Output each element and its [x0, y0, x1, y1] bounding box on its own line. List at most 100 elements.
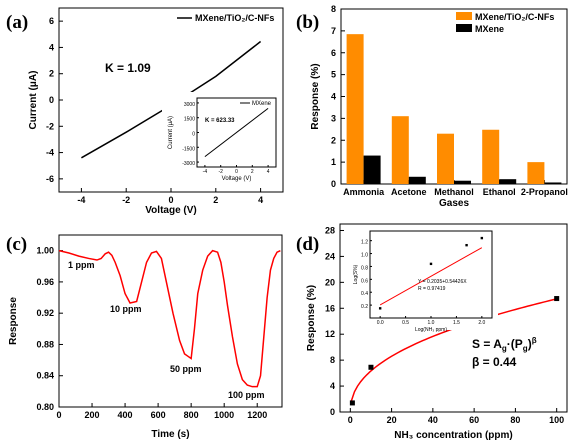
x-axis-label: NH₃ concentration (ppm)	[394, 430, 513, 441]
y-tick-label: -6	[46, 174, 54, 184]
y-tick-label: 4	[331, 92, 336, 102]
formula-part: g	[523, 344, 528, 353]
y-axis-label: Current (μA)	[28, 71, 39, 130]
formula-part: β	[532, 336, 537, 345]
y-axis-label: Current (μA)	[168, 116, 174, 149]
bar	[408, 176, 426, 184]
y-axis-label: Response (%)	[306, 285, 317, 351]
x-tick-label: 0	[235, 169, 238, 175]
panel-c: 0 200 400 600 800 1000 1200 0.80 0.84 0.88 0.92 0.9…	[6, 234, 283, 440]
inset-data-point	[480, 236, 484, 240]
y-tick-label: 5	[331, 70, 336, 80]
category-label: Ammonia	[343, 187, 385, 197]
inset-annotation: R = 0.97419	[418, 286, 446, 292]
x-tick-label: 40	[428, 415, 438, 425]
y-tick-label: 0.6	[361, 278, 368, 284]
y-tick-label: 4	[330, 381, 335, 391]
bar	[544, 182, 562, 184]
inset-x-axis-label: Voltage (V)	[222, 176, 252, 182]
panel-label: (b)	[296, 12, 319, 33]
y-tick-label: 3000	[184, 102, 195, 108]
x-tick-label: -4	[203, 169, 208, 175]
data-point	[554, 296, 560, 302]
y-tick-label: 0.4	[361, 291, 368, 297]
x-tick-label: 1200	[247, 410, 267, 420]
plot-frame	[339, 223, 568, 413]
y-axis-label: Log(S%)	[353, 264, 359, 284]
x-tick-label: 2	[251, 169, 254, 175]
inset-data-point	[429, 262, 433, 266]
x-tick-label: -2	[218, 169, 223, 175]
inset-data-point	[378, 307, 382, 310]
y-tick-label: 0.88	[36, 339, 54, 349]
inset-fit-line	[379, 247, 483, 306]
y-tick-label: 0.92	[36, 308, 54, 318]
concentration-label: 1 ppm	[68, 260, 95, 270]
x-tick-label: 100	[549, 415, 564, 425]
formula-part: g	[502, 344, 507, 353]
annotation-beta: β = 0.44	[472, 355, 517, 369]
y-tick-label: 8	[330, 355, 335, 365]
legend-label: MXene/TiO₂/C-NFs	[195, 13, 274, 23]
y-tick-label: 8	[331, 4, 336, 14]
x-tick-label: 600	[151, 410, 166, 420]
y-tick-label: 0.84	[36, 371, 54, 381]
panel-d: 0 20 40 60 80 100 0 4 8 12 16 20 24 28 NH₃ concentrati…	[296, 223, 568, 441]
y-tick-label: 0	[192, 132, 195, 138]
x-tick-label: 4	[267, 169, 270, 175]
y-tick-label: 0	[330, 407, 335, 417]
inset-background	[350, 226, 498, 330]
x-tick-label: 0.5	[402, 320, 409, 326]
y-tick-label: 1500	[184, 117, 195, 123]
y-tick-label: 3	[331, 113, 336, 123]
x-tick-label: 2	[213, 195, 218, 205]
y-tick-label: 1	[331, 157, 336, 167]
bar	[499, 179, 517, 184]
category-label: Acetone	[391, 187, 427, 197]
x-tick-label: 1000	[214, 410, 234, 420]
series-line	[58, 249, 281, 388]
plot-frame	[58, 234, 283, 408]
inset-annotation: Y = 0.2035+0.54426X	[418, 279, 467, 285]
y-tick-label: 0	[49, 95, 54, 105]
annotation: K = 1.09	[105, 61, 151, 75]
y-tick-label: 1.00	[36, 246, 54, 256]
x-tick-label: -4	[77, 195, 85, 205]
y-tick-label: -4	[46, 148, 54, 158]
y-tick-label: 24	[325, 251, 335, 261]
y-tick-label: 0.96	[36, 277, 54, 287]
data-point	[349, 400, 355, 406]
bar	[391, 116, 409, 184]
inset-annotation: K = 623.33	[205, 118, 235, 124]
x-tick-label: 4	[258, 195, 263, 205]
y-axis-label: Response	[8, 297, 19, 345]
inset-data-point	[465, 243, 468, 247]
y-tick-label: 0.2	[361, 304, 368, 310]
x-tick-label: 0	[56, 410, 61, 420]
concentration-label: 50 ppm	[170, 364, 202, 374]
category-label: 2-Propanol	[521, 187, 568, 197]
inset-series-line	[204, 107, 269, 158]
inset-background	[162, 92, 280, 187]
x-tick-label: -2	[122, 195, 130, 205]
y-tick-label: 6	[49, 16, 54, 26]
inset-x-axis-label: Log(NH₃ ppm)	[415, 327, 447, 333]
x-tick-label: 800	[184, 410, 199, 420]
y-tick-label: 20	[325, 277, 335, 287]
x-tick-label: 1.0	[428, 320, 435, 326]
y-tick-label: 1.2	[361, 240, 368, 246]
x-axis-label: Time (s)	[151, 429, 189, 440]
x-axis-label: Gases	[439, 198, 469, 209]
y-tick-label: 2	[49, 69, 54, 79]
annotation-formula: S = Ag·(Pg)β	[472, 336, 537, 353]
x-tick-label: 60	[469, 415, 479, 425]
y-tick-label: 0.80	[36, 402, 54, 412]
bar	[346, 34, 364, 184]
y-tick-label: 1.0	[361, 253, 368, 259]
x-tick-label: 0.0	[377, 320, 384, 326]
panel-a: -4 -2 0 2 4 -6 -4 -2 0 2 4 6 Voltage (V) Current (μA)…	[6, 7, 284, 216]
bar	[437, 133, 454, 184]
category-label: Ethanol	[483, 187, 516, 197]
bar	[527, 162, 545, 184]
